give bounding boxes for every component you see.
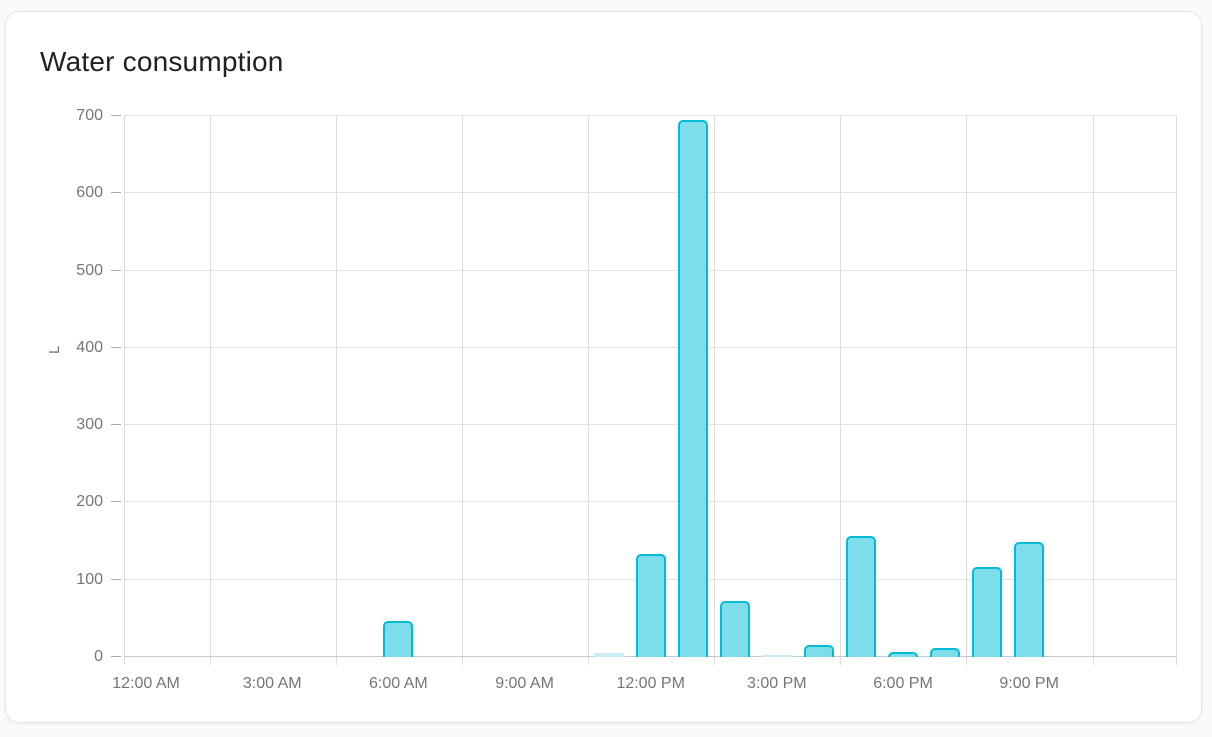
- x-tick-label: 9:00 AM: [495, 675, 554, 692]
- bar-12-00-pm[interactable]: [635, 554, 666, 657]
- y-tick-label: 200: [76, 493, 103, 511]
- y-tick-label: 400: [76, 338, 103, 356]
- y-axis: 0 100 200 300 400 500 600 700: [0, 107, 124, 665]
- y-tick-mark: [111, 192, 121, 194]
- bar-4-00-pm[interactable]: [803, 645, 834, 657]
- chart-title: Water consumption: [40, 46, 284, 77]
- bar-11-00-am[interactable]: [593, 653, 624, 657]
- bar-8-00-pm[interactable]: [972, 567, 1003, 657]
- x-gridline: [461, 116, 463, 665]
- x-gridline: [335, 116, 337, 665]
- bar-6-00-am[interactable]: [383, 621, 414, 657]
- bar-9-00-pm[interactable]: [1014, 542, 1045, 657]
- y-tick-mark: [111, 656, 121, 657]
- y-tick-label: 500: [76, 261, 103, 279]
- y-tick-mark: [111, 424, 121, 426]
- y-tick-mark: [111, 346, 121, 348]
- bar-2-00-pm[interactable]: [719, 601, 750, 657]
- bar-3-00-pm[interactable]: [761, 655, 792, 657]
- x-tick-label: 3:00 PM: [747, 675, 807, 692]
- y-gridline: [124, 346, 1177, 348]
- y-tick-label: 300: [76, 416, 103, 434]
- plot-edge-line: [124, 116, 125, 665]
- x-gridline: [714, 116, 716, 665]
- plot-edge-line: [1176, 116, 1177, 665]
- y-gridline: [124, 192, 1177, 194]
- y-tick-mark: [111, 115, 121, 116]
- y-gridline: [124, 269, 1177, 271]
- y-tick-mark: [111, 501, 121, 503]
- y-tick-label: 700: [76, 107, 103, 124]
- x-gridline: [840, 116, 842, 665]
- x-tick-label: 6:00 AM: [369, 675, 428, 692]
- bar-5-00-pm[interactable]: [846, 536, 877, 657]
- y-tick-mark: [111, 269, 121, 271]
- bar-6-00-pm[interactable]: [888, 652, 919, 657]
- plot-area: [124, 115, 1177, 665]
- y-gridline: [124, 501, 1177, 503]
- y-tick-label: 100: [76, 570, 103, 588]
- x-tick-label: 9:00 PM: [999, 675, 1059, 692]
- y-tick-mark: [111, 578, 121, 580]
- x-tick-label: 6:00 PM: [873, 675, 933, 692]
- y-tick-label: 0: [94, 648, 103, 665]
- x-tick-label: 3:00 AM: [242, 675, 302, 692]
- x-gridline: [1092, 116, 1094, 665]
- x-gridline: [966, 116, 968, 665]
- x-tick-label: 12:00 AM: [112, 675, 180, 692]
- x-gridline: [587, 116, 589, 665]
- y-tick-label: 600: [76, 184, 103, 202]
- x-tick-label: 12:00 PM: [616, 675, 685, 692]
- x-gridline: [209, 116, 211, 665]
- y-gridline: [124, 115, 1177, 116]
- x-axis: 12:00 AM 3:00 AM 6:00 AM 9:00 AM 12:00 PM 3:0…: [0, 674, 1212, 696]
- bar-1-00-pm[interactable]: [677, 120, 708, 657]
- y-gridline: [124, 424, 1177, 426]
- water-consumption-card: [5, 11, 1202, 723]
- bar-7-00-pm[interactable]: [930, 648, 961, 657]
